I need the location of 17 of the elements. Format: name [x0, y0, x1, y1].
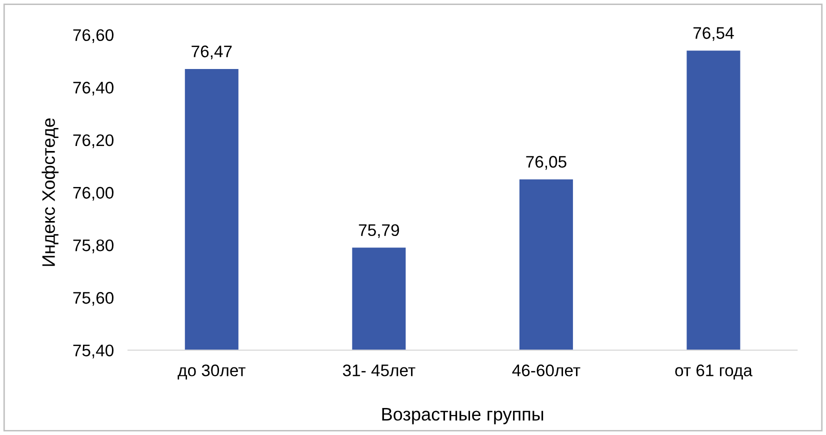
y-tick-label: 76,20 [73, 134, 114, 148]
data-label: 76,54 [693, 27, 734, 41]
data-label: 75,79 [358, 224, 399, 238]
y-axis-title: Индекс Хофстеде [42, 118, 59, 266]
x-axis-title: Возрастные группы [382, 408, 544, 424]
y-tick-label: 76,00 [73, 186, 114, 201]
x-tick-label: от 61 года [675, 364, 752, 380]
x-tick-label: 46-60лет [512, 364, 580, 376]
y-tick-label: 76,60 [73, 29, 114, 43]
y-tick-label: 76,40 [73, 82, 114, 96]
x-tick-label: 31- 45лет [342, 364, 416, 376]
data-label: 76,47 [192, 46, 232, 60]
x-tick-label: до 30лет [178, 364, 246, 380]
y-tick-label: 75,60 [73, 292, 114, 306]
data-label: 76,05 [526, 156, 566, 170]
y-tick-label: 75,40 [73, 344, 114, 358]
y-tick-label: 75,80 [73, 239, 114, 254]
